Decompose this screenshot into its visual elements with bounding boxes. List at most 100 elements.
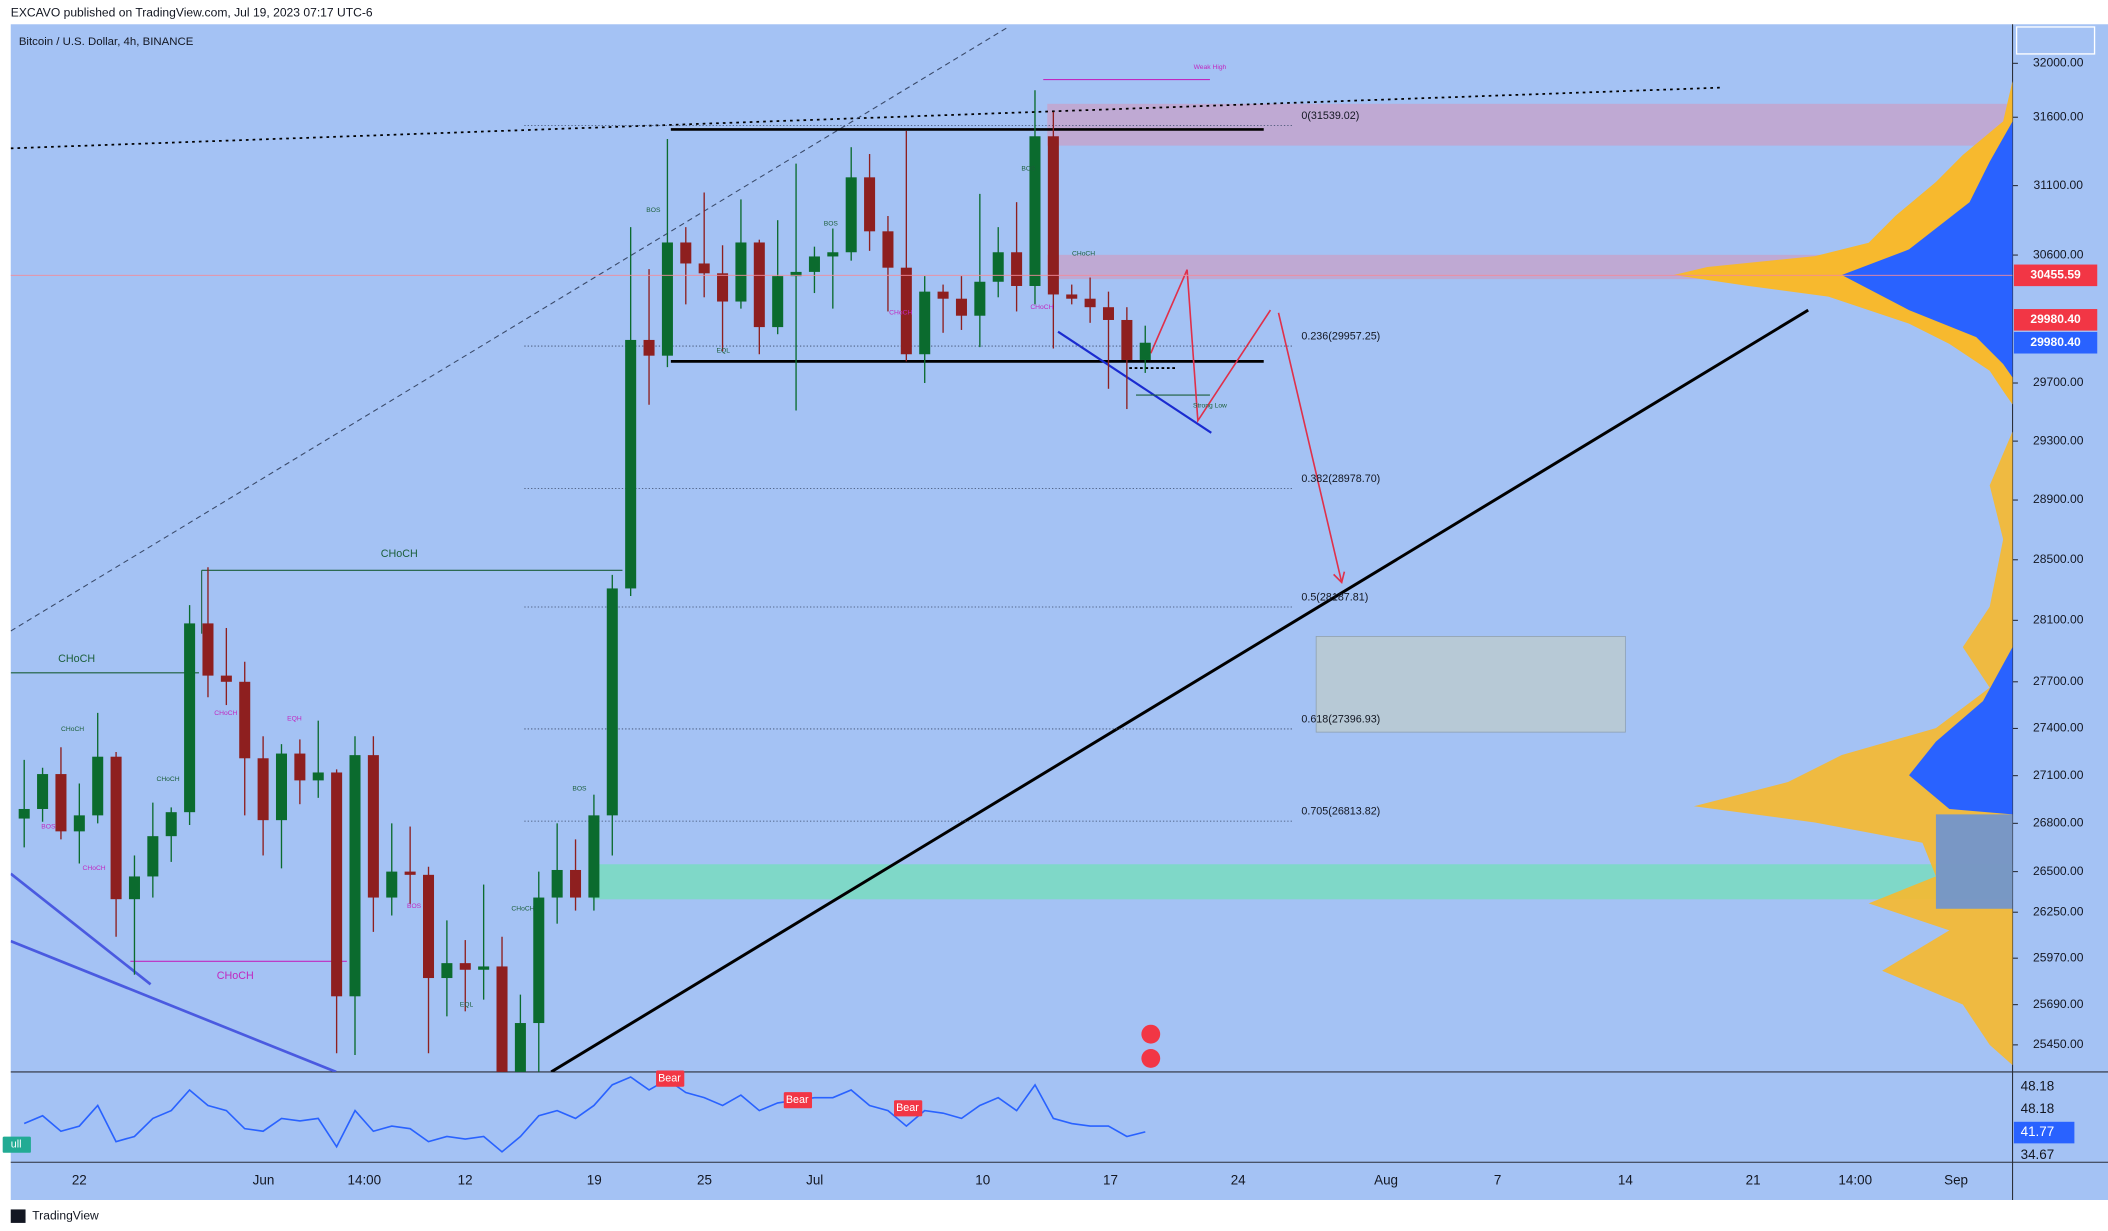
- candle-body: [827, 252, 839, 257]
- candle-body: [937, 291, 949, 299]
- target-box: [1315, 635, 1626, 733]
- event-icon[interactable]: [1141, 1024, 1161, 1044]
- volume-profile: [1935, 814, 2013, 909]
- y-tick-label: 26500.00: [2033, 864, 2084, 878]
- fib-levels: 0(31539.02) 0.236(29957.25) 0.382(28978.70…: [524, 110, 1380, 822]
- candle-body: [128, 876, 140, 900]
- axis-settings-box[interactable]: [2015, 26, 2096, 55]
- candle-body: [92, 756, 104, 816]
- candle-body: [1102, 307, 1115, 320]
- projection-arrow: [1277, 312, 1343, 583]
- candle-body: [55, 774, 67, 832]
- chart-title: Bitcoin / U.S. Dollar, 4h, BINANCE: [19, 36, 194, 48]
- candle-body: [661, 242, 673, 356]
- rsi-tag-label: 41.77: [2021, 1124, 2055, 1139]
- volume-profile: [1673, 80, 2013, 405]
- volume-profile: [1693, 431, 2013, 1066]
- annotation: BOS: [824, 221, 839, 228]
- annotation: CHoCH: [214, 710, 237, 717]
- candle-body: [1011, 252, 1023, 286]
- x-tick-label: 7: [1494, 1173, 1501, 1188]
- candle-body: [349, 755, 361, 997]
- candle-body: [606, 588, 618, 816]
- demand-zone: [591, 864, 2013, 900]
- footer: TradingView: [32, 1208, 99, 1222]
- candle-body: [900, 267, 912, 355]
- candle-body: [570, 869, 582, 898]
- rsi-tag-label: 48.18: [2021, 1101, 2055, 1116]
- annotation: EQL: [460, 1001, 474, 1008]
- candle-body: [992, 252, 1004, 282]
- y-tick-label: 27100.00: [2033, 768, 2084, 782]
- signal-tag: [783, 1092, 813, 1109]
- candle-body: [257, 758, 269, 821]
- channel-line: [10, 939, 337, 1072]
- rsi-line: [23, 1076, 1146, 1153]
- y-tick-label: 32000.00: [2033, 56, 2084, 70]
- candle-body: [110, 756, 122, 900]
- signal-tag: [894, 1100, 923, 1117]
- dotted-trend-line: [10, 86, 1721, 150]
- x-tick-label: 10: [975, 1173, 990, 1188]
- signal-label: ull: [11, 1139, 22, 1151]
- rsi-tag-label: 34.67: [2021, 1147, 2055, 1162]
- y-tick-label: 29300.00: [2033, 433, 2084, 447]
- candle-body: [974, 281, 986, 316]
- x-tick-label: 14:00: [348, 1173, 382, 1188]
- candle-body: [698, 263, 710, 274]
- supply-zone: [1047, 103, 2013, 146]
- candle-body: [220, 675, 232, 682]
- candle-body: [18, 808, 30, 819]
- annotation: CHoCH: [1072, 250, 1095, 257]
- annotation: CHoCH: [83, 865, 106, 872]
- annotation: BOS: [407, 903, 422, 910]
- rsi-tag-label: 48.18: [2021, 1078, 2055, 1093]
- candle-body: [147, 836, 159, 877]
- signal-tag: [2, 1136, 31, 1153]
- x-tick-label: 25: [697, 1173, 712, 1188]
- wedge-line: [1057, 330, 1212, 434]
- price-tag: [2013, 264, 2098, 287]
- x-tick-label: 17: [1103, 1173, 1118, 1188]
- candle-body: [772, 276, 784, 328]
- annotation: EQL: [717, 347, 731, 354]
- candle-body: [459, 963, 471, 970]
- annotation: CHoCH: [61, 726, 84, 733]
- candle-body: [845, 177, 857, 253]
- candle-body: [1029, 136, 1041, 286]
- candle-body: [275, 753, 288, 821]
- annotation: CHoCH: [1030, 304, 1053, 311]
- candle-body: [184, 623, 196, 813]
- fib-label: 0.705(26813.82): [1301, 806, 1380, 818]
- annotation: EQH: [287, 715, 302, 722]
- x-tick-label: 19: [587, 1173, 602, 1188]
- candle-body: [386, 871, 398, 898]
- dashed-trend-line: [10, 26, 1009, 632]
- candle-body: [680, 242, 692, 264]
- annotation: CHoCH: [156, 776, 179, 783]
- y-tick-label: 28500.00: [2033, 552, 2084, 566]
- annotation: CHoCH: [58, 653, 95, 665]
- y-tick-label: 26250.00: [2033, 904, 2084, 918]
- candle-body: [367, 755, 379, 898]
- y-tick-label: 28900.00: [2033, 492, 2084, 506]
- y-tick-label: 30600.00: [2033, 247, 2084, 261]
- candle-body: [441, 963, 453, 979]
- candle-body: [1047, 136, 1059, 295]
- channel-line: [10, 872, 152, 986]
- candle-body: [478, 966, 490, 970]
- header: EXCAVO published on TradingView.com, Jul…: [11, 6, 373, 20]
- fib-label: 0.618(27396.93): [1301, 713, 1380, 725]
- event-icon[interactable]: [1141, 1048, 1161, 1068]
- annotation: BOS: [572, 786, 587, 793]
- logo: [10, 1209, 26, 1223]
- signal-label: Bear: [786, 1094, 809, 1106]
- candle-body: [331, 772, 343, 997]
- rsi-tag: [2013, 1121, 2075, 1144]
- annotation: BOS: [1021, 165, 1036, 172]
- annotation: CHoCH: [217, 970, 254, 982]
- candle-body: [588, 815, 600, 898]
- candle-body: [533, 897, 545, 1024]
- candle-body: [165, 812, 177, 837]
